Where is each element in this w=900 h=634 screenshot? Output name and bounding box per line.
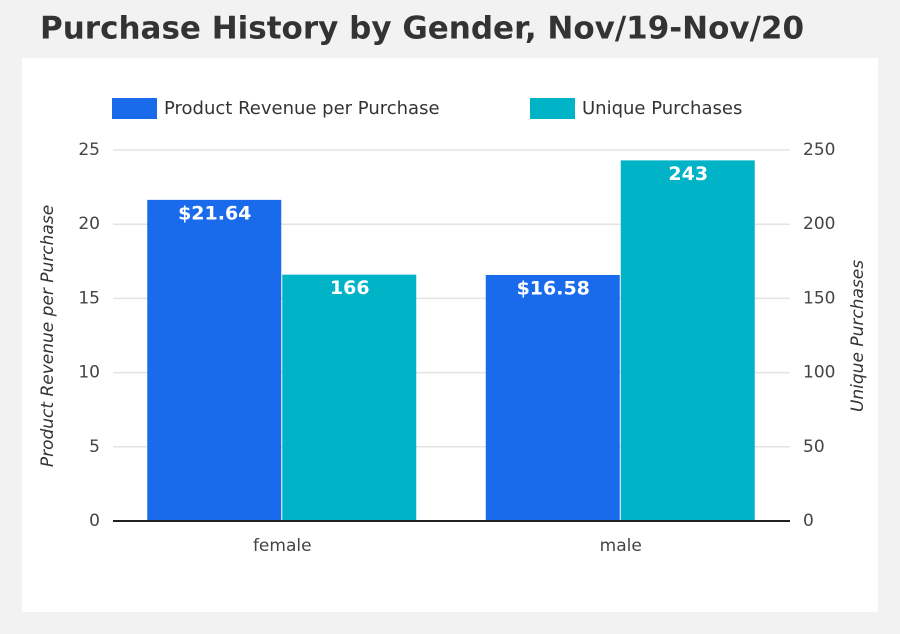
bar (282, 274, 417, 521)
bar (620, 160, 755, 521)
y-tick-label: 5 (89, 437, 100, 457)
bar (147, 199, 282, 521)
y2-axis-label: Unique Purchases (848, 260, 868, 412)
y2-tick-label: 0 (803, 511, 814, 531)
y2-tick-label: 150 (803, 288, 835, 308)
y-tick-label: 0 (89, 511, 100, 531)
data-label: 166 (330, 277, 370, 299)
y-axis-label: Product Revenue per Purchase (38, 205, 58, 467)
y-tick-label: 20 (78, 214, 100, 234)
y2-tick-label: 200 (803, 214, 835, 234)
data-label: $16.58 (517, 277, 590, 299)
legend-swatch (112, 98, 157, 119)
y-tick-label: 15 (78, 288, 100, 308)
legend-swatch (530, 98, 575, 119)
data-label: 243 (668, 163, 708, 185)
x-tick-label: female (253, 536, 312, 556)
x-tick-label: male (600, 536, 642, 556)
y-tick-label: 10 (78, 363, 100, 383)
bar (485, 274, 620, 521)
legend-label: Product Revenue per Purchase (164, 98, 440, 119)
y2-tick-label: 100 (803, 363, 835, 383)
y2-tick-label: 250 (803, 140, 835, 160)
chart-title: Purchase History by Gender, Nov/19-Nov/2… (40, 11, 804, 47)
legend-label: Unique Purchases (582, 98, 742, 119)
y-tick-label: 25 (78, 140, 100, 160)
y2-tick-label: 50 (803, 437, 825, 457)
data-label: $21.64 (178, 202, 251, 224)
